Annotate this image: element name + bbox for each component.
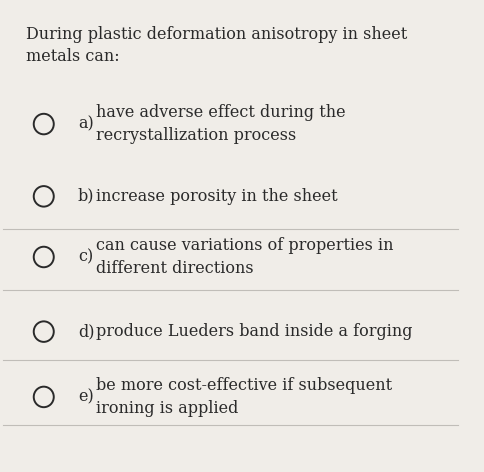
Text: c): c) <box>78 248 93 265</box>
Text: have adverse effect during the
recrystallization process: have adverse effect during the recrystal… <box>96 104 345 143</box>
Text: e): e) <box>78 388 93 405</box>
Text: b): b) <box>78 188 94 205</box>
Text: a): a) <box>78 116 93 133</box>
Text: be more cost-effective if subsequent
ironing is applied: be more cost-effective if subsequent iro… <box>96 377 392 416</box>
Text: increase porosity in the sheet: increase porosity in the sheet <box>96 188 337 205</box>
Text: produce Lueders band inside a forging: produce Lueders band inside a forging <box>96 323 412 340</box>
Text: d): d) <box>78 323 94 340</box>
Text: During plastic deformation anisotropy in sheet
metals can:: During plastic deformation anisotropy in… <box>26 26 406 65</box>
Text: can cause variations of properties in
different directions: can cause variations of properties in di… <box>96 237 393 277</box>
